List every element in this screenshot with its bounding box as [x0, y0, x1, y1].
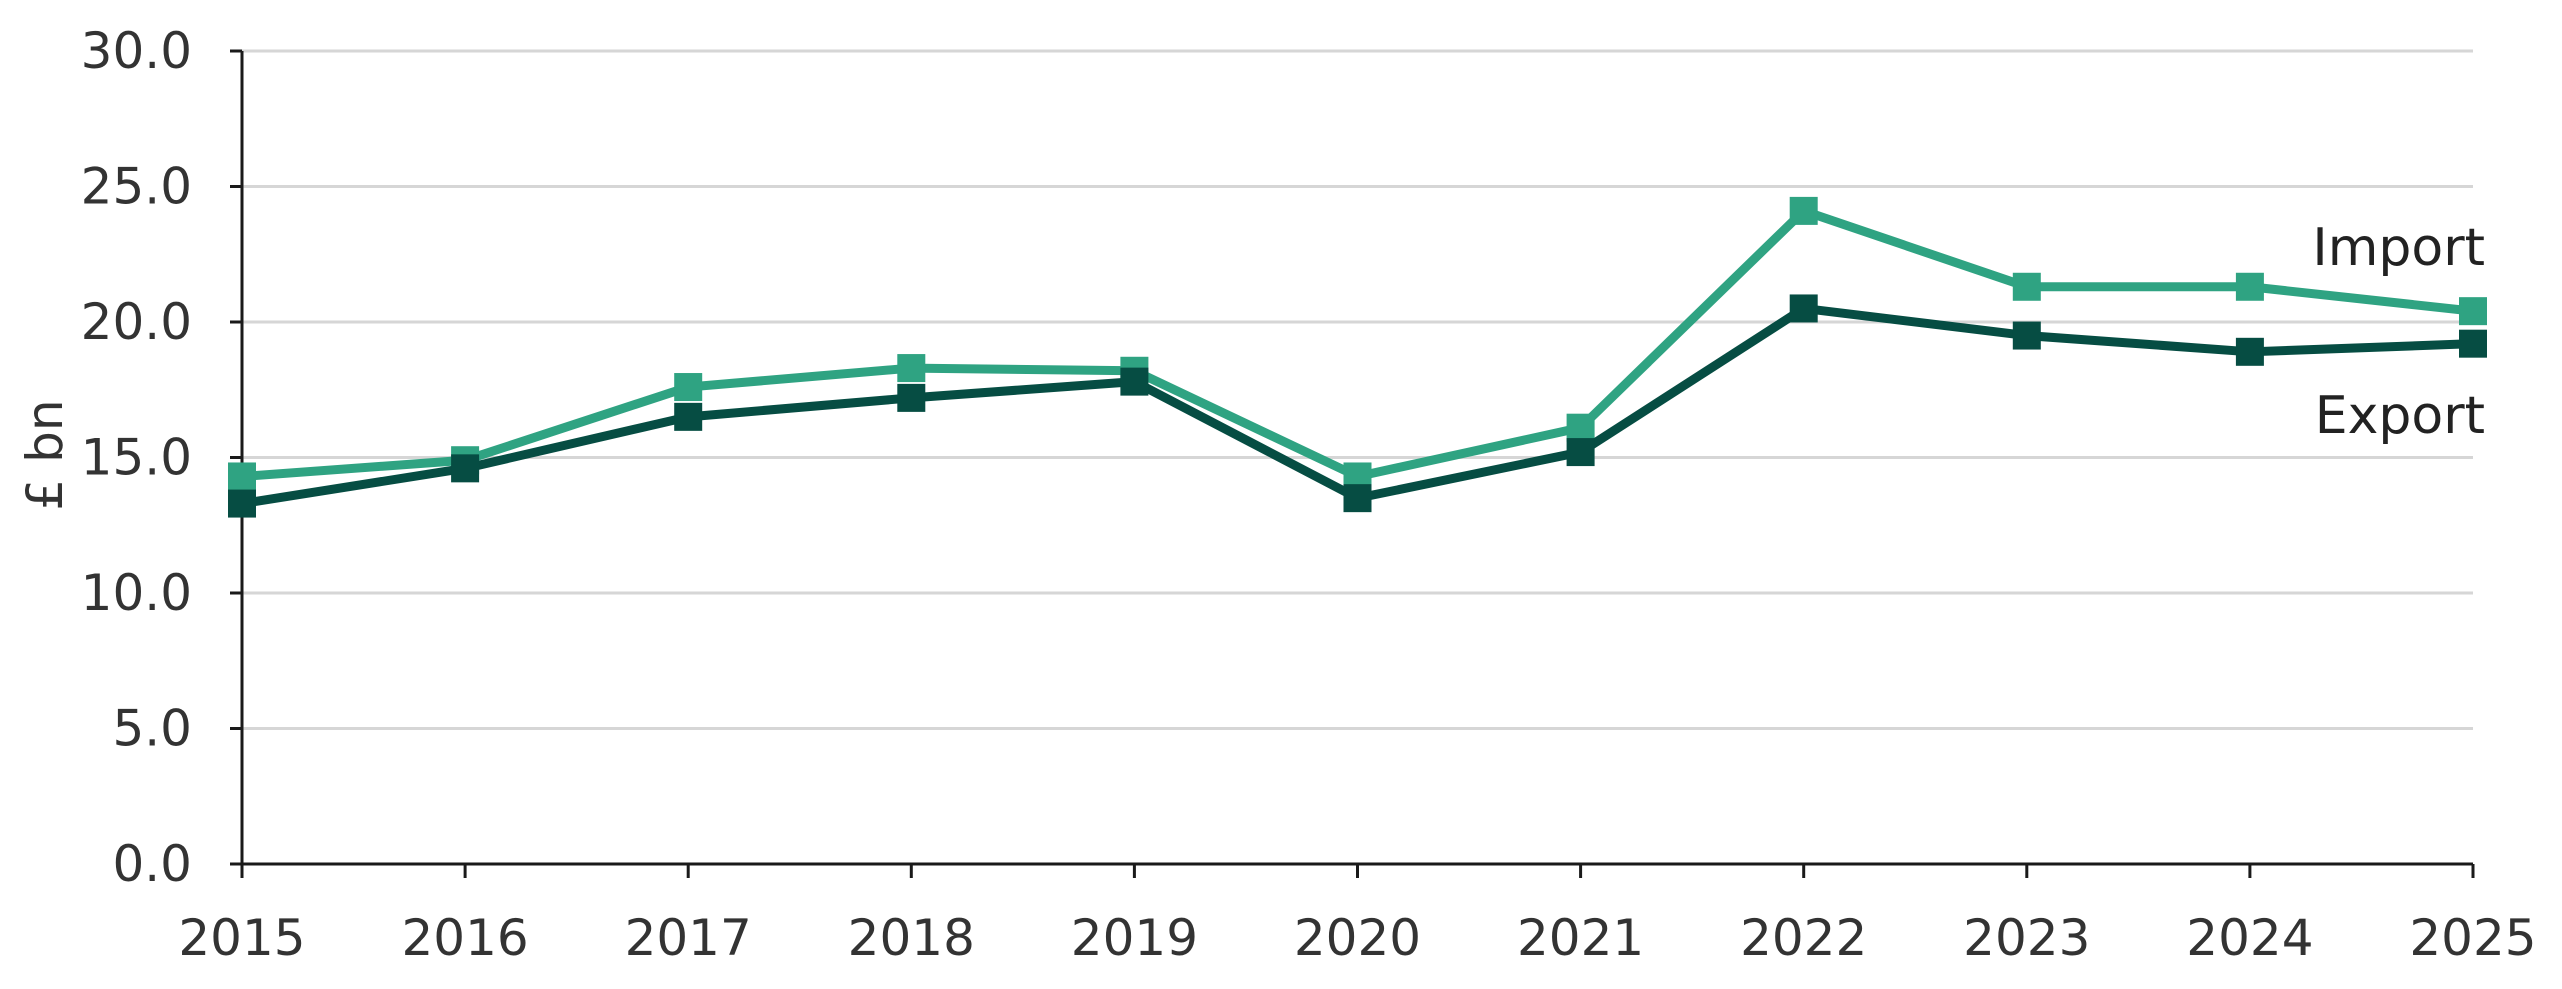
data-point-export-2017 — [674, 402, 703, 431]
data-point-export-2023 — [2012, 321, 2041, 350]
data-point-export-2025 — [2459, 329, 2487, 358]
data-point-import-2021 — [1566, 413, 1595, 442]
x-tick-label: 2024 — [2186, 909, 2313, 967]
data-point-import-2022 — [1789, 196, 1818, 225]
x-tick-label: 2016 — [401, 909, 528, 967]
x-tick-label: 2023 — [1963, 909, 2090, 967]
data-point-export-2022 — [1789, 294, 1818, 323]
data-point-export-2015 — [228, 489, 256, 518]
data-point-export-2019 — [1120, 367, 1149, 396]
series-lines — [228, 196, 2487, 518]
data-point-import-2017 — [674, 373, 703, 402]
x-tick-label: 2021 — [1517, 909, 1644, 967]
x-tick-label: 2015 — [178, 909, 305, 967]
data-point-export-2021 — [1566, 438, 1595, 467]
x-tick-label: 2017 — [625, 909, 752, 967]
labels: £ bn 0.0 5.0 10.0 15.0 20.0 25.0 30.0 2015 2016 2… — [16, 22, 2537, 967]
data-point-export-2024 — [2235, 337, 2264, 366]
y-tick-label: 20.0 — [81, 293, 192, 351]
x-tick-label: 2020 — [1294, 909, 1421, 967]
y-tick-label: 25.0 — [81, 158, 192, 216]
y-tick-label: 30.0 — [81, 22, 192, 80]
series-label-import: Import — [2312, 218, 2485, 278]
data-point-import-2024 — [2235, 272, 2264, 301]
x-tick-label: 2019 — [1071, 909, 1198, 967]
data-point-import-2018 — [897, 354, 926, 383]
y-tick-label: 10.0 — [81, 564, 192, 622]
y-tick-label: 5.0 — [112, 700, 192, 758]
x-tick-label: 2018 — [848, 909, 975, 967]
x-tick-label: 2025 — [2409, 909, 2536, 967]
x-tick-label: 2022 — [1740, 909, 1867, 967]
data-point-import-2023 — [2012, 272, 2041, 301]
data-point-export-2016 — [451, 454, 480, 483]
data-point-export-2020 — [1343, 484, 1372, 513]
series-label-export: Export — [2315, 386, 2485, 446]
y-tick-label: 15.0 — [81, 429, 192, 487]
y-tick-label: 0.0 — [112, 835, 192, 893]
data-point-import-2025 — [2459, 297, 2487, 326]
data-point-export-2018 — [897, 383, 926, 412]
gridlines — [242, 49, 2473, 730]
data-point-import-2015 — [228, 462, 256, 491]
axes — [230, 49, 2475, 878]
series-export — [228, 294, 2487, 518]
y-axis-title: £ bn — [16, 399, 74, 510]
